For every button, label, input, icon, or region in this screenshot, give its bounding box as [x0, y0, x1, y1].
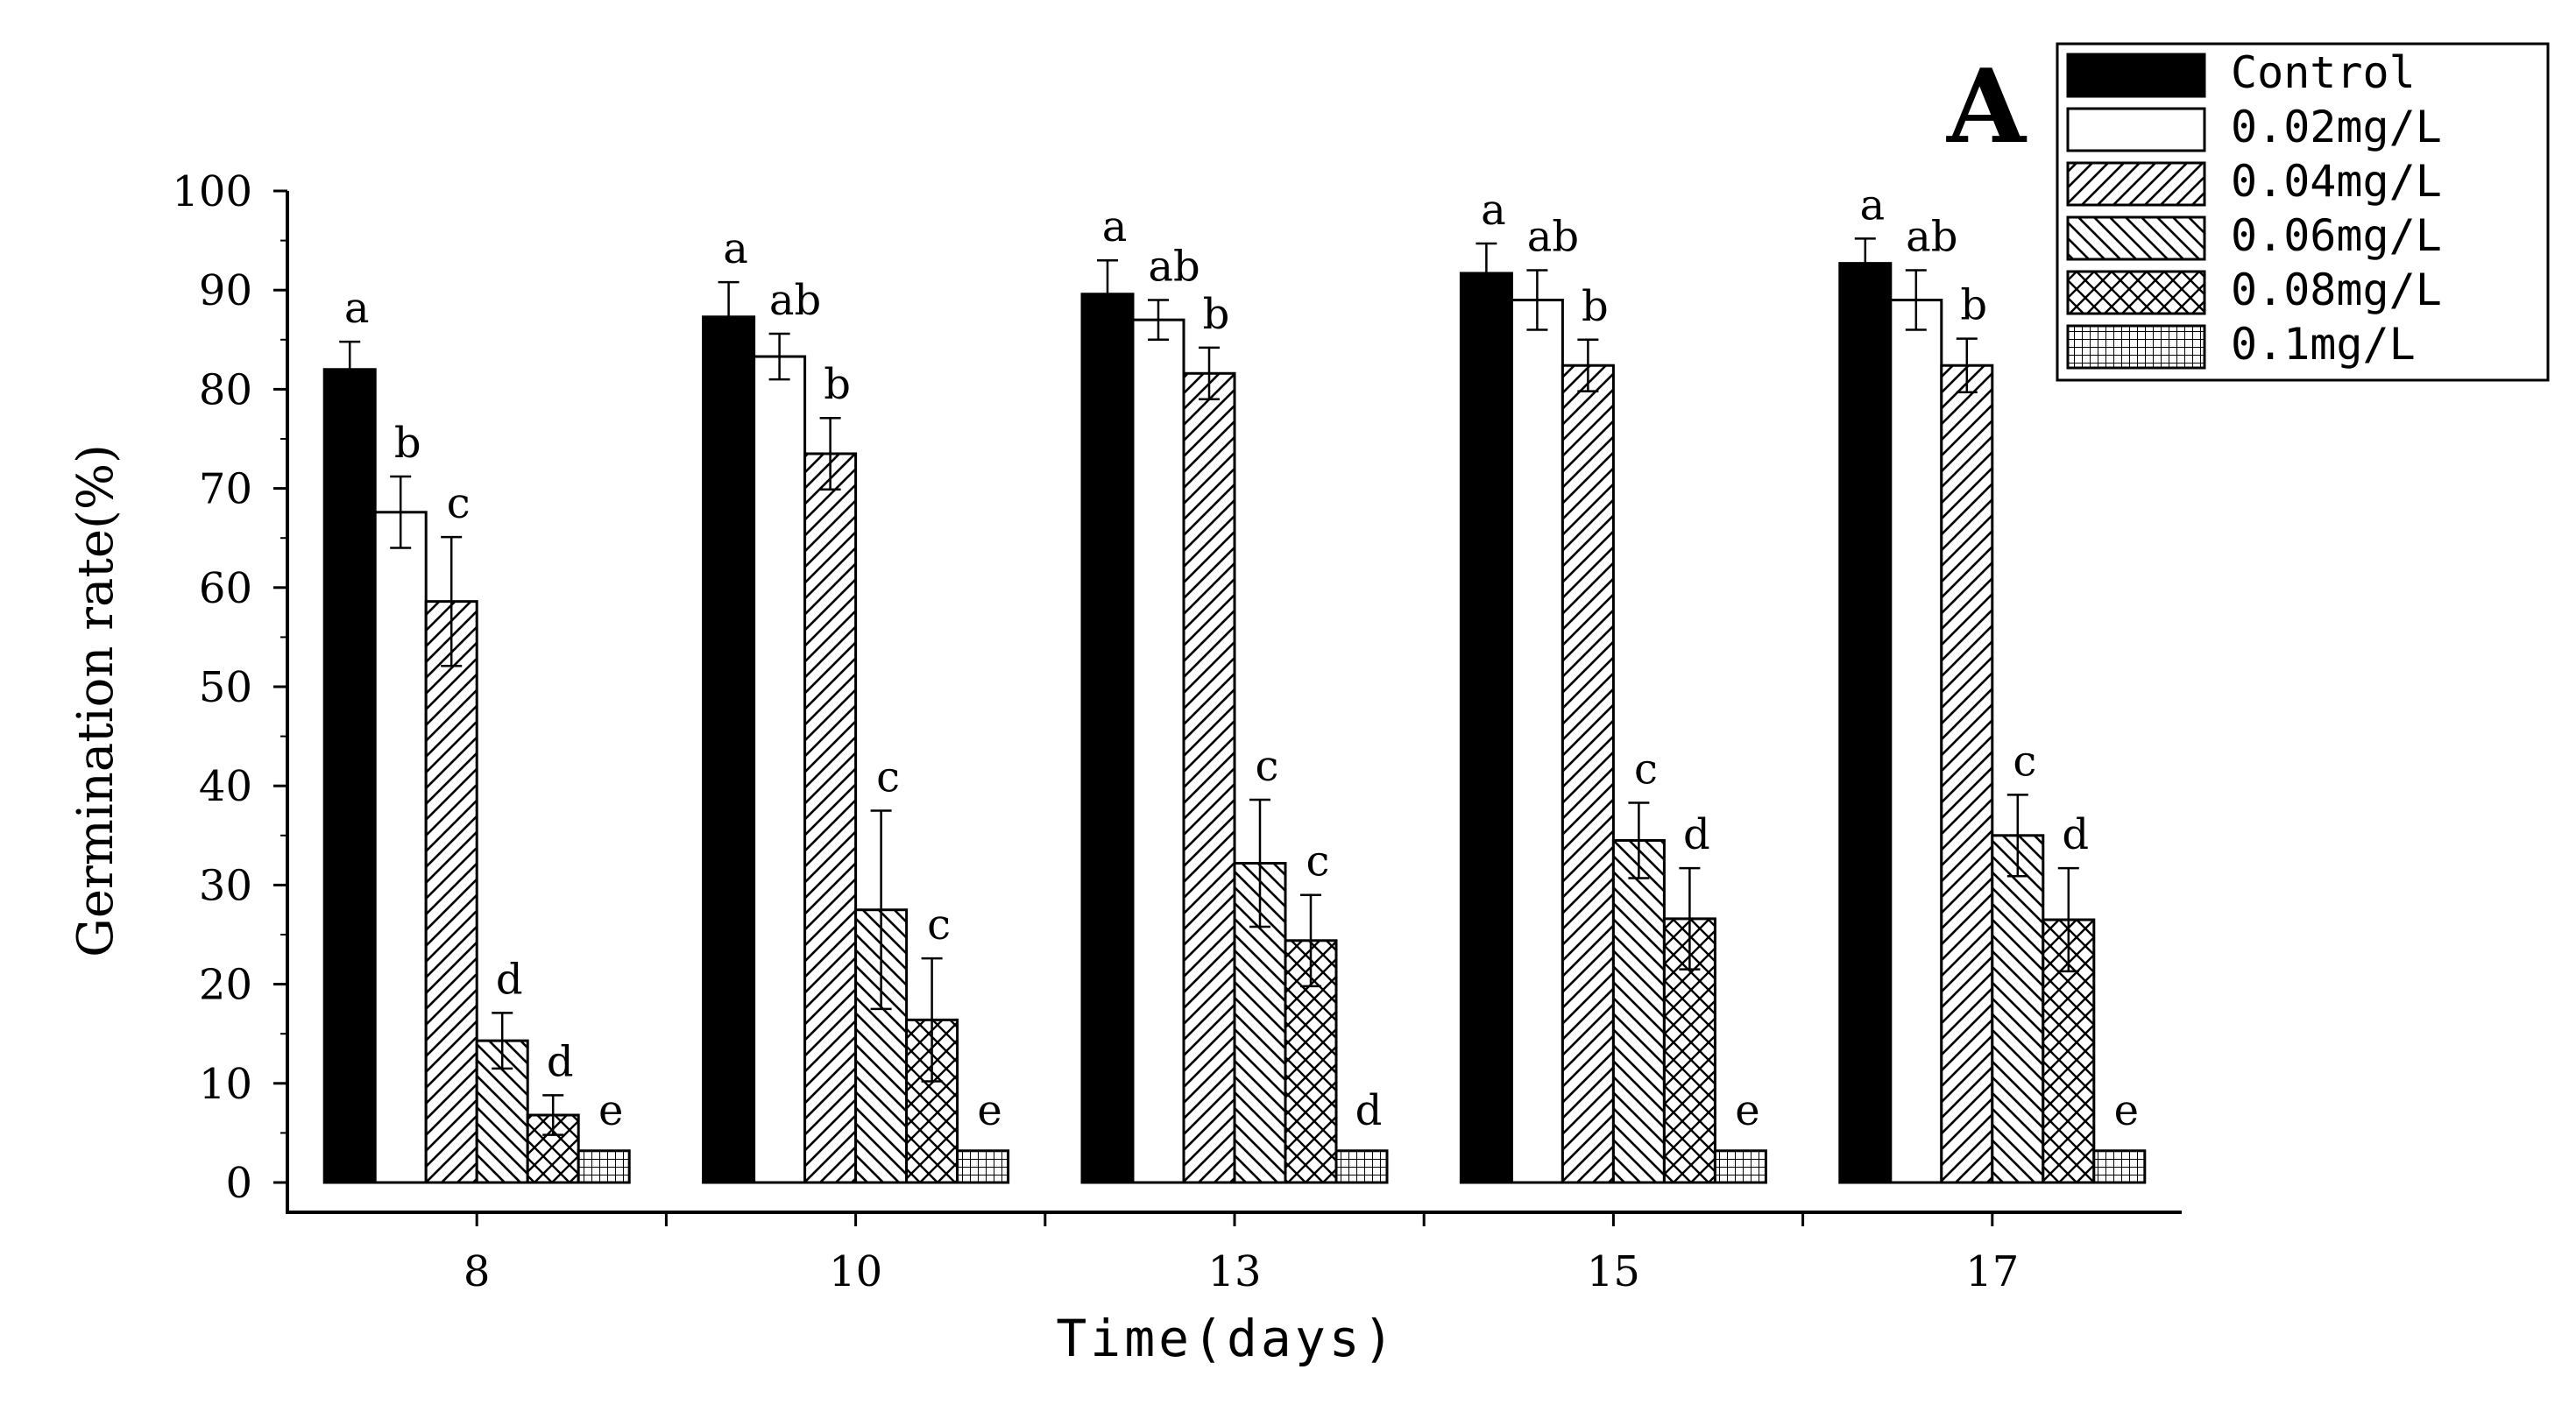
bar-0-04mg-l-day-15 [1560, 364, 1615, 1184]
significance-letter: d [1683, 810, 1710, 859]
bar-0-1mg-l-day-15 [1713, 1149, 1767, 1184]
bar-0-04mg-l-day-17 [1940, 364, 1994, 1184]
significance-letter: ab [1148, 243, 1200, 292]
significance-letter: b [394, 419, 421, 468]
significance-letter: e [1735, 1086, 1759, 1135]
bar-0-02mg-l-day-10 [753, 355, 807, 1184]
x-tick-label: 10 [829, 1247, 882, 1296]
significance-letter: c [1634, 745, 1658, 794]
significance-letter: e [2114, 1086, 2139, 1135]
y-axis-ticks: 0 10 20 30 40 50 60 70 80 90 100 [172, 167, 287, 1208]
significance-letter: b [824, 360, 851, 409]
bar-0-06mg-l-day-15 [1611, 838, 1666, 1184]
significance-letter: e [977, 1086, 1001, 1135]
significance-letter: a [344, 284, 370, 333]
bar-0-1mg-l-day-17 [2092, 1149, 2147, 1184]
legend-label: Control [2231, 47, 2416, 98]
significance-letter: a [1102, 202, 1128, 251]
x-tick-label: 15 [1587, 1247, 1640, 1296]
x-tick-label: 8 [464, 1247, 491, 1296]
bar-0-02mg-l-day-15 [1510, 299, 1564, 1184]
significance-letter: c [1306, 837, 1330, 886]
y-tick-label: 20 [199, 961, 252, 1010]
legend-swatch [2066, 107, 2206, 152]
bar-0-06mg-l-day-17 [1991, 834, 2045, 1184]
legend-swatch [2066, 270, 2206, 315]
y-tick-label: 90 [199, 266, 252, 315]
significance-letter: d [1355, 1086, 1383, 1135]
y-axis-title: Germination rate(%) [67, 444, 124, 957]
legend-frame [2056, 42, 2550, 382]
significance-letter: c [2013, 737, 2036, 786]
legend-swatch [2066, 161, 2206, 207]
bar-control-day-17 [1838, 262, 1893, 1184]
bar-control-day-13 [1080, 293, 1135, 1184]
significance-letter: c [927, 900, 951, 950]
bar-0-04mg-l-day-13 [1182, 371, 1236, 1184]
y-tick-label: 60 [199, 564, 252, 613]
legend-label: 0.02mg/L [2231, 102, 2442, 152]
significance-letter: ab [1527, 213, 1579, 262]
bar-0-02mg-l-day-8 [373, 511, 428, 1184]
y-tick-label: 0 [225, 1159, 252, 1208]
legend-label: 0.08mg/L [2231, 265, 2442, 315]
bar-0-1mg-l-day-8 [577, 1149, 631, 1184]
legend-swatch [2066, 324, 2206, 370]
legend-label: 0.1mg/L [2231, 319, 2416, 370]
x-axis-title: Time(days) [1056, 1309, 1397, 1368]
significance-letter: d [2062, 810, 2089, 859]
bar-marks [322, 262, 2147, 1184]
significance-letter: b [1203, 290, 1230, 339]
significance-letter: c [876, 753, 900, 802]
legend-label: 0.06mg/L [2231, 210, 2442, 261]
y-tick-label: 100 [172, 167, 252, 216]
bar-control-day-10 [702, 315, 756, 1184]
bar-0-1mg-l-day-13 [1334, 1149, 1389, 1184]
significance-letter: a [723, 224, 748, 273]
significance-letter: ab [769, 276, 821, 325]
significance-letter: c [447, 479, 471, 528]
significance-letter: d [547, 1037, 574, 1086]
y-tick-label: 50 [199, 663, 252, 712]
legend-label: 0.04mg/L [2231, 156, 2442, 207]
error-bars [339, 237, 2079, 1136]
bar-0-04mg-l-day-10 [803, 452, 858, 1184]
significance-letter: b [1582, 282, 1609, 331]
significance-letter: d [496, 955, 523, 1004]
x-axis-ticks: 8 10 13 15 17 [464, 1212, 2019, 1296]
legend-swatch [2066, 53, 2206, 98]
bar-control-day-15 [1459, 272, 1513, 1184]
bar-0-1mg-l-day-10 [956, 1149, 1010, 1184]
legend-swatch [2066, 215, 2206, 261]
significance-letter: a [1481, 186, 1506, 235]
y-tick-label: 80 [199, 365, 252, 414]
legend: Control0.02mg/L0.04mg/L0.06mg/L0.08mg/L0… [2056, 42, 2550, 382]
significance-letter: a [1859, 180, 1885, 229]
bar-0-02mg-l-day-13 [1131, 318, 1185, 1184]
bar-0-02mg-l-day-17 [1889, 299, 1943, 1184]
significance-letter: b [1960, 281, 1987, 330]
y-tick-label: 10 [199, 1060, 252, 1109]
significance-letter: c [1256, 742, 1279, 791]
panel-label: A [1946, 47, 2028, 166]
y-tick-label: 40 [199, 762, 252, 811]
x-tick-label: 13 [1207, 1247, 1261, 1296]
y-tick-label: 30 [199, 861, 252, 910]
y-tick-label: 70 [199, 465, 252, 514]
significance-letter: e [598, 1086, 623, 1135]
x-tick-label: 17 [1965, 1247, 2019, 1296]
significance-letter: ab [1906, 213, 1957, 262]
bar-control-day-8 [322, 368, 377, 1184]
bar-0-04mg-l-day-8 [424, 600, 478, 1184]
